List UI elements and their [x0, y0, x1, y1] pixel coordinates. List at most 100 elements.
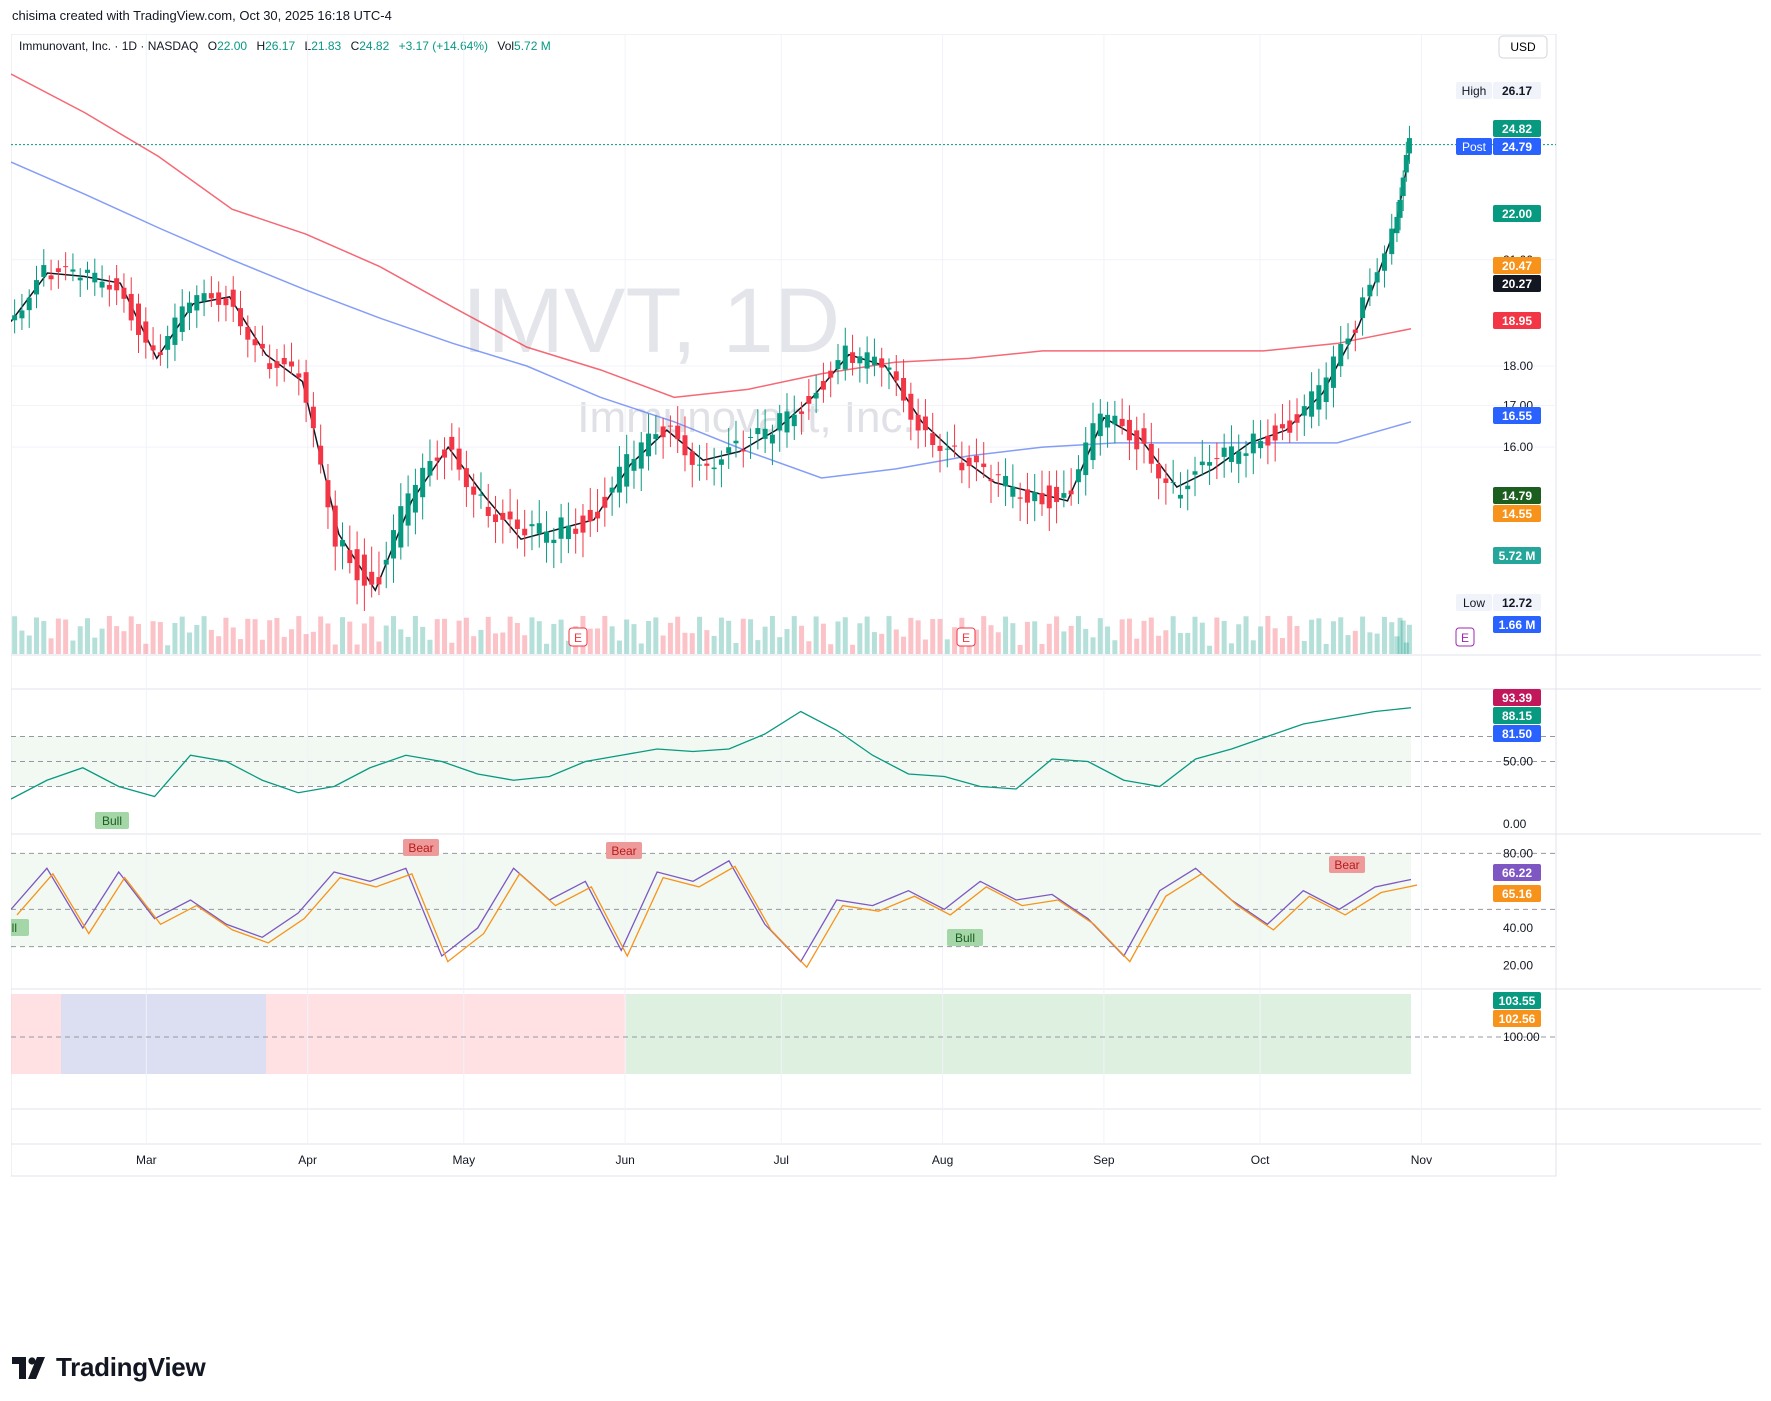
candle-body — [1046, 485, 1052, 509]
volume-bar — [762, 626, 768, 654]
rsi-label-value: 88.15 — [1502, 709, 1532, 723]
stoch-tick-label: 20.00 — [1503, 958, 1533, 972]
volume-bar — [34, 617, 40, 654]
volume-bar — [252, 619, 258, 654]
candle-body — [1287, 420, 1293, 433]
chart-area[interactable]: IMVT, 1D Immunovant, Inc. Immunovant, In… — [0, 33, 1761, 1334]
stoch-divergence-tag: Bear — [1334, 858, 1359, 872]
volume-bar — [150, 621, 156, 654]
volume-bar — [1156, 635, 1162, 654]
volume-bar — [733, 643, 739, 654]
volume-bar — [121, 631, 127, 654]
volume-bar — [1112, 640, 1118, 654]
price-label-bg — [1493, 120, 1541, 137]
volume-bar — [1083, 628, 1089, 654]
volume-bar — [653, 617, 659, 654]
candle-body — [121, 287, 127, 299]
time-tick-label: Jun — [615, 1153, 634, 1167]
volume-bar — [99, 628, 105, 654]
volume-bar — [1265, 616, 1271, 654]
volume-bar — [1400, 620, 1406, 654]
stoch-k-line — [10, 859, 1412, 963]
candle-body — [842, 345, 848, 370]
candle-body — [1228, 446, 1234, 462]
osc-bg-segment — [61, 994, 266, 1074]
volume-bar — [1163, 630, 1169, 654]
candle-body — [966, 457, 972, 467]
candle-body — [740, 449, 746, 452]
candle-body — [77, 277, 83, 281]
candle-body — [485, 506, 491, 516]
stoch-divergence-tag-bg — [1329, 856, 1365, 873]
volume-bar — [1054, 616, 1060, 654]
legend-c: 24.82 — [359, 39, 389, 53]
price-label-tag: Post — [1462, 140, 1487, 154]
candles — [12, 125, 1412, 611]
candle-body — [835, 360, 841, 369]
volume-bar — [471, 636, 477, 654]
volume-bar — [63, 619, 69, 654]
price-label-bg — [1493, 547, 1541, 564]
volume-bar — [398, 629, 404, 654]
chart-svg[interactable]: IMVT, 1D Immunovant, Inc. Immunovant, In… — [0, 33, 1761, 1334]
candle-body — [1024, 489, 1030, 503]
rsi-label-value: 81.50 — [1502, 727, 1532, 741]
volume-bar — [194, 625, 200, 654]
volume-bar — [1126, 618, 1132, 654]
candle-body — [500, 512, 506, 520]
price-label-value: 12.72 — [1502, 596, 1532, 610]
volume-bar — [893, 629, 899, 654]
candle-body — [886, 367, 892, 370]
volume-bar — [187, 632, 193, 654]
price-labels: High 26.17 24.82 Post 24.79 22.00 20.47 20.27 18… — [1456, 82, 1541, 1027]
candle-body — [1148, 443, 1154, 464]
rsi-tick-label: 50.00 — [1503, 755, 1533, 769]
candle-body — [376, 577, 382, 585]
rsi-label-bg — [1493, 707, 1541, 724]
legend-symbol: Immunovant, Inc. · 1D · NASDAQ — [19, 39, 198, 53]
volume-bar — [500, 632, 506, 654]
currency-button[interactable] — [1498, 35, 1548, 59]
volume-bar — [1046, 623, 1052, 654]
candle-body — [1032, 492, 1038, 502]
stoch-d-line — [16, 865, 1418, 969]
volume-bar — [1323, 643, 1329, 654]
volume-bar — [478, 629, 484, 654]
tradingview-logo[interactable]: TradingView — [12, 1352, 206, 1383]
volume-bar — [1309, 619, 1315, 654]
volume-bar — [660, 635, 666, 654]
volume-bar — [208, 629, 214, 654]
legend-h-label: H — [256, 39, 265, 53]
candle-body — [726, 447, 732, 454]
volume-bar — [1097, 618, 1103, 654]
candle-body — [1221, 447, 1227, 457]
price-axis: 21.0018.0017.0016.0050.000.0080.0040.002… — [1503, 253, 1540, 1044]
volume-bar — [1214, 617, 1220, 654]
volume-bar — [1352, 630, 1358, 654]
volume-bar — [1170, 616, 1176, 654]
volume-bar — [609, 626, 615, 654]
candle-body — [1068, 490, 1074, 495]
candle-body — [48, 275, 54, 280]
volume-bar — [726, 620, 732, 654]
candle-body — [493, 514, 499, 523]
volume-bar — [1039, 644, 1045, 654]
volume-bar — [813, 616, 819, 654]
stoch-divergence-tag: Bear — [408, 841, 433, 855]
candle-body — [340, 540, 346, 547]
candle-body — [565, 525, 571, 540]
volume-bar — [704, 630, 710, 654]
candle-body — [26, 297, 32, 311]
volume-bar — [201, 616, 207, 654]
candle-body — [187, 302, 193, 314]
candle-body — [128, 293, 134, 321]
volume-bar — [12, 616, 18, 654]
candle-body — [1389, 228, 1395, 255]
volume-bar — [551, 623, 557, 654]
candle-body — [1017, 497, 1023, 499]
candle-body — [522, 528, 528, 536]
stoch-divergence-tag: Bear — [611, 844, 636, 858]
price-label-bg — [1493, 275, 1541, 292]
candle-body — [1345, 338, 1351, 345]
candle-body — [1243, 453, 1249, 456]
